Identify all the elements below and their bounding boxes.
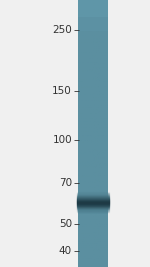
Text: 40: 40 — [59, 246, 72, 256]
Text: 250: 250 — [52, 25, 72, 35]
Text: 50: 50 — [59, 219, 72, 229]
Text: 100: 100 — [52, 135, 72, 145]
Text: 150: 150 — [52, 87, 72, 96]
Text: 70: 70 — [59, 178, 72, 189]
